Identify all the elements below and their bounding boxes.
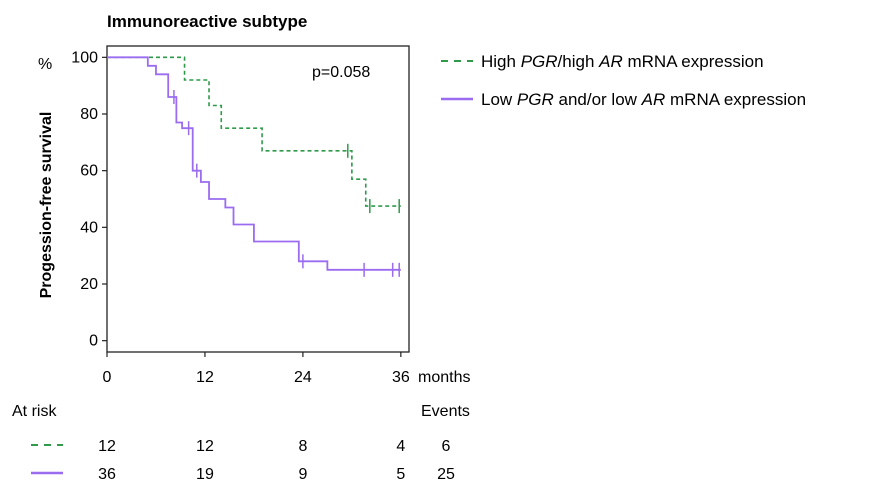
survival-curves [107, 56, 401, 277]
events-label: Events [421, 403, 470, 420]
at-risk-label: At risk [12, 403, 57, 420]
x-unit-label: months [418, 369, 470, 386]
x-tick-label: 12 [196, 369, 214, 386]
survival-curve-2 [107, 56, 401, 271]
y-axis-label: Progession-free survival [38, 112, 55, 299]
y-tick-label: 40 [80, 219, 98, 236]
y-tick-label: 100 [71, 49, 98, 66]
legend-label-2: Low PGR and/or low AR mRNA expression [481, 90, 806, 109]
y-unit-label: % [38, 56, 52, 73]
y-tick-label: 0 [89, 333, 98, 350]
x-tick-label: 0 [103, 369, 112, 386]
y-tick-label: 20 [80, 276, 98, 293]
x-tick-label: 24 [294, 369, 312, 386]
plot-frame [106, 45, 410, 353]
y-tick-label: 80 [80, 106, 98, 123]
at-risk-count: 36 [98, 466, 116, 483]
at-risk-table: 12 12 8 4 6 36 19 9 5 25 [31, 438, 455, 483]
axes: 0 20 40 60 80 100 0 12 24 36 [71, 49, 410, 386]
at-risk-count: 19 [196, 466, 214, 483]
p-value-annotation: p=0.058 [312, 64, 370, 81]
legend-label-1: High PGR/high AR mRNA expression [481, 52, 764, 71]
legend: High PGR/high AR mRNA expression Low PGR … [441, 52, 806, 109]
survival-curve-1 [107, 56, 401, 207]
at-risk-count: 5 [396, 466, 405, 483]
at-risk-count: 12 [98, 438, 116, 455]
events-count: 6 [442, 438, 451, 455]
at-risk-count: 12 [196, 438, 214, 455]
y-tick-label: 60 [80, 163, 98, 180]
x-tick-label: 36 [392, 369, 410, 386]
chart-title: Immunoreactive subtype [107, 12, 307, 31]
at-risk-count: 8 [298, 438, 307, 455]
events-count: 25 [437, 466, 455, 483]
at-risk-count: 4 [396, 438, 405, 455]
at-risk-count: 9 [298, 466, 307, 483]
